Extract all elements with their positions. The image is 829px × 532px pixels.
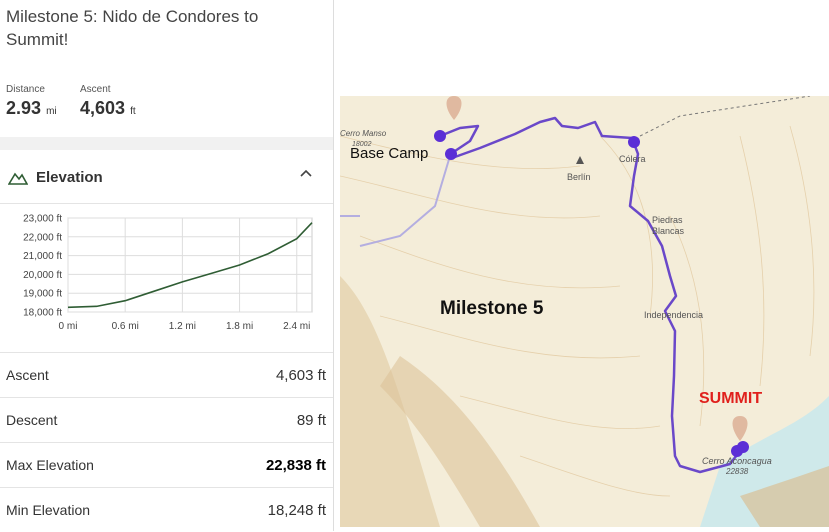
map-label: Milestone 5 xyxy=(440,298,544,319)
row-label: Min Elevation xyxy=(6,502,91,518)
elevation-line xyxy=(67,222,313,309)
row-label: Ascent xyxy=(6,367,49,383)
stat-label: Ascent xyxy=(80,84,111,95)
elevation-chart: 23,000 ft 22,000 ft 21,000 ft 20,000 ft 19,0… xyxy=(23,214,313,332)
y-tick-label: 22,000 ft xyxy=(23,232,62,243)
row-value: 4,603 ft xyxy=(275,367,326,384)
map-label: Cerro Manso xyxy=(340,129,387,138)
map-label: Cólera xyxy=(619,154,646,164)
map-label: 18002 xyxy=(352,141,372,148)
table-row: Descent 89 ft xyxy=(0,397,333,442)
x-tick-label: 2.4 mi xyxy=(283,321,310,332)
x-tick-label: 1.2 mi xyxy=(169,321,196,332)
divider xyxy=(0,137,333,150)
map-label: Piedras xyxy=(652,215,683,225)
x-tick-label: 1.8 mi xyxy=(226,321,253,332)
map-label: 22838 xyxy=(725,467,749,476)
stat-label: Distance xyxy=(6,84,45,95)
stat-value: 4,603 ft xyxy=(80,98,136,119)
row-value: 89 ft xyxy=(296,412,326,429)
map-label: Berlín xyxy=(567,172,591,182)
table-row: Ascent 4,603 ft xyxy=(0,352,333,397)
map-label: Independencia xyxy=(644,310,703,320)
row-value: 18,248 ft xyxy=(267,502,326,519)
row-label: Max Elevation xyxy=(6,457,94,473)
stat-number: 4,603 xyxy=(80,98,126,118)
table-row: Min Elevation 18,248 ft xyxy=(0,487,333,532)
map-label: SUMMIT xyxy=(699,390,762,407)
y-tick-label: 19,000 ft xyxy=(23,289,62,300)
y-tick-label: 21,000 ft xyxy=(23,251,62,262)
y-tick-label: 20,000 ft xyxy=(23,270,62,281)
map-label: Cerro Aconcagua xyxy=(702,456,772,466)
stat-unit: mi xyxy=(46,106,57,117)
stat-unit: ft xyxy=(130,106,136,117)
plot-frame xyxy=(67,217,313,313)
x-tick-label: 0 mi xyxy=(59,321,78,332)
map-label: Blancas xyxy=(652,226,685,236)
table-row: Max Elevation 22,838 ft xyxy=(0,442,333,487)
collapse-chevron[interactable] xyxy=(298,168,314,180)
y-tick-label: 23,000 ft xyxy=(23,214,62,225)
row-label: Descent xyxy=(6,412,58,428)
elevation-icon xyxy=(8,172,28,185)
y-tick-label: 18,000 ft xyxy=(23,308,62,319)
map: Base Camp Milestone 5 SUMMIT Cólera Berl… xyxy=(340,96,829,527)
map-label: Base Camp xyxy=(350,145,428,162)
stat-number: 2.93 xyxy=(6,98,42,118)
title: Milestone 5: Nido de Condores to Summit! xyxy=(6,7,259,49)
section-title[interactable]: Elevation xyxy=(36,169,103,186)
row-value: 22,838 ft xyxy=(265,457,326,474)
x-tick-label: 0.6 mi xyxy=(112,321,139,332)
stat-value: 2.93 mi xyxy=(6,98,57,119)
sidebar: Milestone 5: Nido de Condores to Summit!… xyxy=(0,0,334,531)
